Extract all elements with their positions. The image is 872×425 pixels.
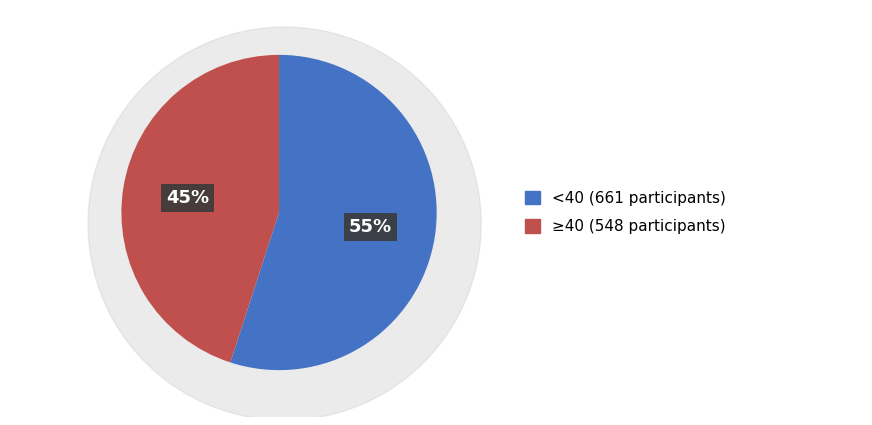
Wedge shape — [230, 55, 437, 370]
Text: 45%: 45% — [166, 189, 209, 207]
Wedge shape — [121, 55, 279, 363]
Legend: <40 (661 participants), ≥40 (548 participants): <40 (661 participants), ≥40 (548 partici… — [515, 181, 735, 244]
Text: 55%: 55% — [349, 218, 392, 236]
Ellipse shape — [88, 27, 481, 420]
